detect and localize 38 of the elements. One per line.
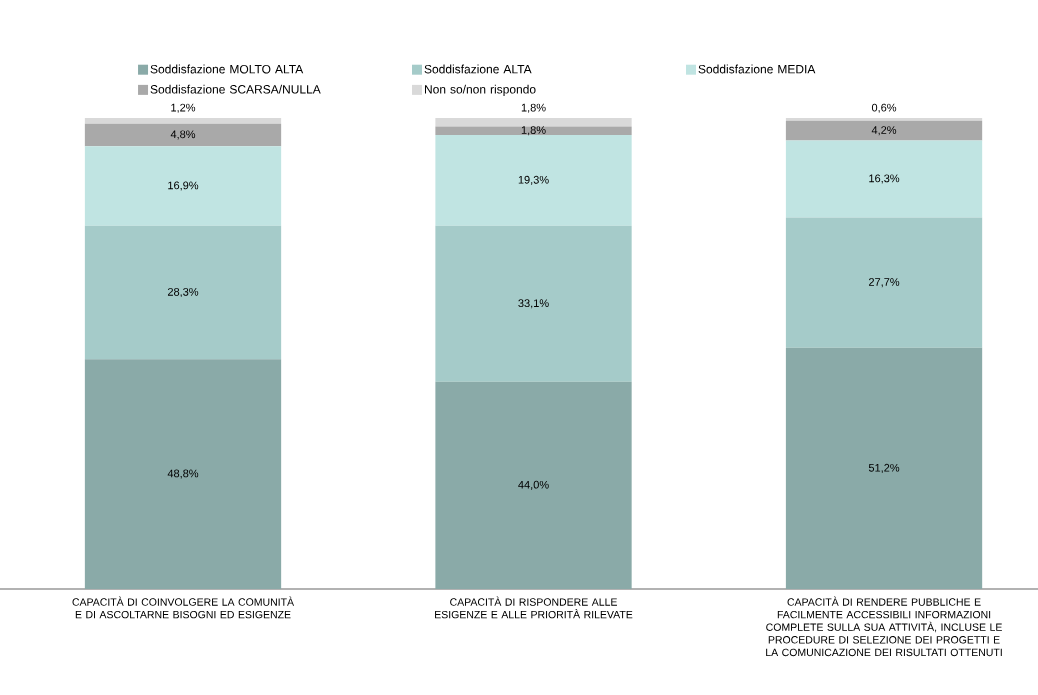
bar: [84, 118, 282, 124]
data-label: 27,7%: [868, 278, 900, 288]
bar: [435, 381, 632, 589]
data-label: 4,2%: [871, 126, 897, 136]
bar: [435, 126, 632, 135]
bar: [785, 140, 983, 218]
legend-label: Soddisfazione MEDIA: [698, 64, 816, 74]
bar: [435, 118, 632, 127]
x-tick-label: CAPACITÀ DI RENDERE PUBBLICHE E FACILMENTE ACCESSIBILI INFORMAZIONI COMPLETE SULLA SUA ATTIVITÀ, INCLUSE LE PROCEDURE DI SELEZIONE DEI PROGETTI E LA COMUNICAZIONE DEI RISULTATI OTTENUTI: [766, 596, 1002, 657]
bar: [84, 225, 282, 360]
data-label: 1,2%: [171, 103, 196, 113]
data-label: 4,8%: [170, 130, 196, 140]
legend-label: Soddisfazione SCARSA/NULLA: [150, 84, 321, 94]
data-label: 48,8%: [167, 469, 199, 479]
bar: [435, 225, 632, 382]
data-label: 0,6%: [871, 103, 897, 113]
bar: [84, 123, 282, 147]
bar: [785, 347, 983, 589]
bar: [785, 217, 983, 348]
bar: [84, 359, 282, 589]
data-label: 1,8%: [521, 126, 546, 136]
legend-label: Non so/non rispondo: [425, 84, 536, 96]
bar: [785, 118, 983, 121]
data-label: 51,2%: [868, 463, 900, 473]
data-label: 44,0%: [518, 480, 549, 490]
x-tick-label: CAPACITÀ DI RISPONDERE ALLE ESIGENZE E ALLE PRIORITÀ RILEVATE: [435, 596, 633, 619]
data-label: 19,3%: [518, 175, 549, 185]
legend-label: Soddisfazione ALTA: [424, 64, 532, 74]
data-label: 1,8%: [521, 103, 546, 113]
data-label: 33,1%: [518, 299, 549, 309]
bar: [84, 146, 282, 226]
data-label: 16,3%: [869, 174, 900, 184]
data-label: 28,3%: [167, 287, 199, 298]
bar: [785, 120, 983, 141]
data-label: 16,9%: [168, 181, 199, 191]
bar: [435, 134, 632, 226]
legend-label: Soddisfazione MOLTO ALTA: [150, 64, 304, 74]
x-tick-label: CAPACITÀ DI COINVOLGERE LA COMUNITÀ E DI ASCOLTARNE BISOGNI ED ESIGENZE: [72, 596, 295, 619]
